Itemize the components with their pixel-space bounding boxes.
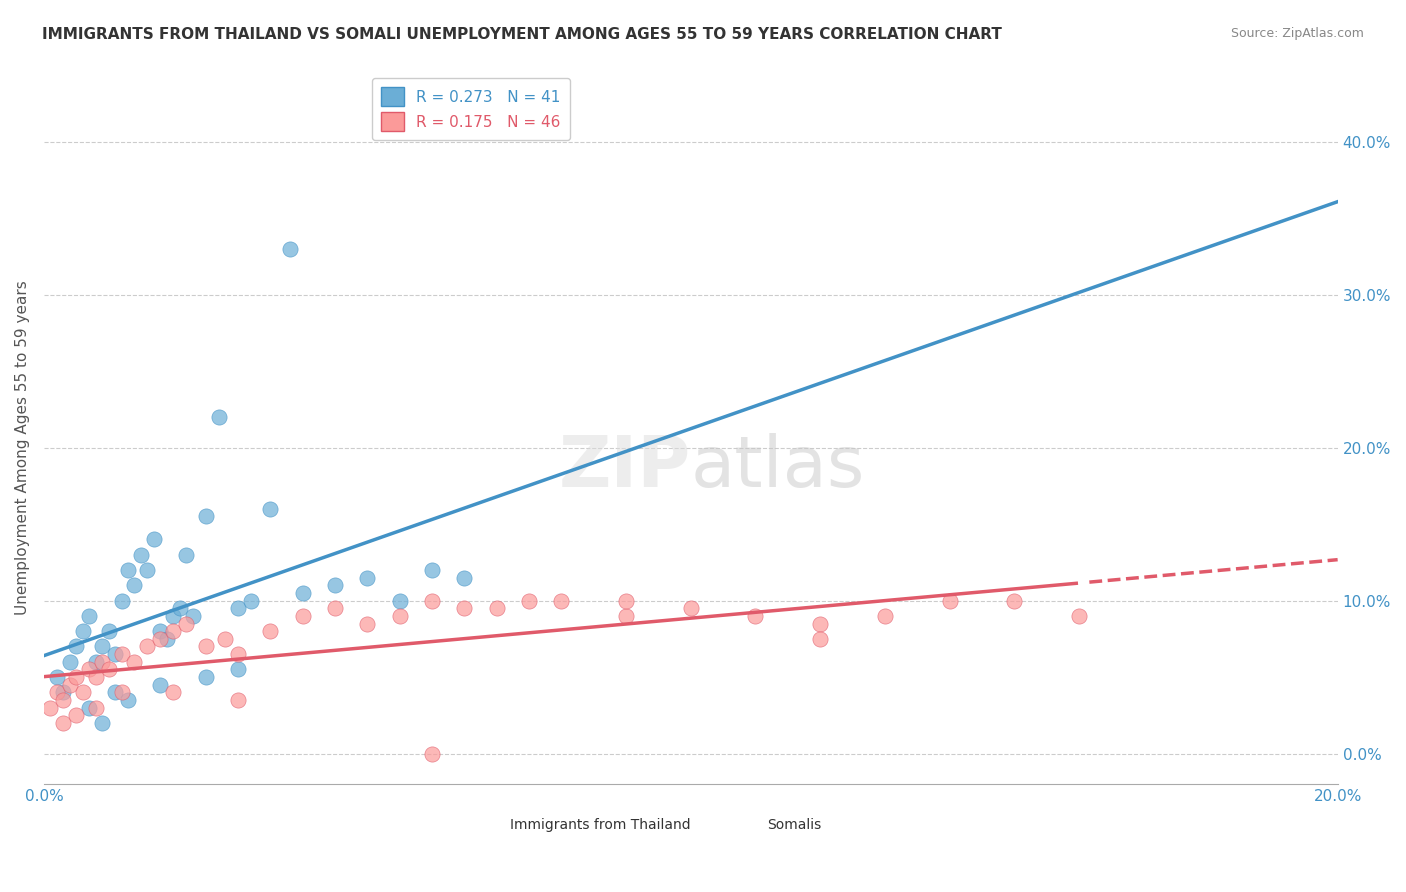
Point bbox=[45, 670, 67, 684]
Text: IMMIGRANTS FROM THAILAND VS SOMALI UNEMPLOYMENT AMONG AGES 55 TO 59 YEARS CORREL: IMMIGRANTS FROM THAILAND VS SOMALI UNEMP… bbox=[42, 27, 1002, 42]
Point bbox=[91, 716, 114, 731]
Point bbox=[124, 655, 146, 669]
Point bbox=[1002, 593, 1025, 607]
Point bbox=[453, 601, 475, 615]
Point bbox=[194, 670, 217, 684]
Point bbox=[323, 578, 346, 592]
Point bbox=[485, 601, 508, 615]
Point bbox=[156, 632, 179, 646]
Point bbox=[39, 700, 62, 714]
Y-axis label: Unemployment Among Ages 55 to 59 years: Unemployment Among Ages 55 to 59 years bbox=[15, 280, 30, 615]
Point bbox=[77, 662, 100, 676]
Point bbox=[52, 716, 75, 731]
Point bbox=[291, 586, 314, 600]
Point bbox=[679, 601, 702, 615]
Point bbox=[808, 616, 831, 631]
Point bbox=[744, 608, 766, 623]
Point bbox=[420, 563, 443, 577]
Point bbox=[91, 640, 114, 654]
Point bbox=[162, 624, 184, 639]
Point bbox=[356, 616, 378, 631]
Point bbox=[614, 608, 637, 623]
Point bbox=[226, 647, 249, 661]
FancyBboxPatch shape bbox=[737, 814, 762, 835]
Point bbox=[388, 608, 411, 623]
Point bbox=[873, 608, 896, 623]
Point bbox=[239, 593, 262, 607]
Point bbox=[174, 548, 197, 562]
Point bbox=[142, 533, 165, 547]
Point bbox=[226, 601, 249, 615]
Point bbox=[169, 601, 191, 615]
Text: atlas: atlas bbox=[690, 434, 865, 502]
Point bbox=[550, 593, 572, 607]
Point bbox=[614, 593, 637, 607]
Text: Immigrants from Thailand: Immigrants from Thailand bbox=[510, 818, 690, 831]
Point bbox=[129, 548, 152, 562]
Point bbox=[259, 624, 281, 639]
FancyBboxPatch shape bbox=[516, 814, 541, 835]
Point bbox=[110, 593, 132, 607]
Point bbox=[84, 700, 107, 714]
Point bbox=[356, 571, 378, 585]
Point bbox=[808, 632, 831, 646]
Point bbox=[97, 662, 120, 676]
Point bbox=[110, 647, 132, 661]
Point bbox=[52, 693, 75, 707]
Text: Somalis: Somalis bbox=[768, 818, 821, 831]
Point bbox=[174, 616, 197, 631]
Point bbox=[194, 509, 217, 524]
Text: ZIP: ZIP bbox=[558, 434, 690, 502]
Point bbox=[181, 608, 204, 623]
Point bbox=[45, 685, 67, 699]
Point bbox=[136, 640, 159, 654]
Point bbox=[84, 655, 107, 669]
Point bbox=[388, 593, 411, 607]
Point bbox=[65, 708, 87, 723]
Point bbox=[1067, 608, 1090, 623]
Point bbox=[97, 624, 120, 639]
Point bbox=[117, 563, 139, 577]
Point bbox=[65, 640, 87, 654]
Legend: R = 0.273   N = 41, R = 0.175   N = 46: R = 0.273 N = 41, R = 0.175 N = 46 bbox=[373, 78, 569, 140]
Point bbox=[59, 655, 82, 669]
Point bbox=[124, 578, 146, 592]
Point bbox=[938, 593, 960, 607]
Point bbox=[323, 601, 346, 615]
Point bbox=[104, 685, 127, 699]
Point bbox=[420, 593, 443, 607]
Point bbox=[91, 655, 114, 669]
Point bbox=[162, 608, 184, 623]
Point bbox=[517, 593, 540, 607]
Point bbox=[226, 693, 249, 707]
Point bbox=[149, 678, 172, 692]
Point bbox=[291, 608, 314, 623]
Point bbox=[110, 685, 132, 699]
Point bbox=[226, 662, 249, 676]
Point bbox=[104, 647, 127, 661]
Point bbox=[59, 678, 82, 692]
Point bbox=[214, 632, 236, 646]
Point bbox=[65, 670, 87, 684]
Point bbox=[259, 501, 281, 516]
Point bbox=[72, 685, 94, 699]
Point bbox=[420, 747, 443, 761]
Point bbox=[84, 670, 107, 684]
Point bbox=[149, 624, 172, 639]
Point bbox=[136, 563, 159, 577]
Point bbox=[194, 640, 217, 654]
Point bbox=[52, 685, 75, 699]
Point bbox=[149, 632, 172, 646]
Point bbox=[453, 571, 475, 585]
Point bbox=[72, 624, 94, 639]
Point bbox=[278, 242, 301, 256]
Point bbox=[77, 700, 100, 714]
Point bbox=[117, 693, 139, 707]
Point bbox=[162, 685, 184, 699]
Point bbox=[207, 409, 229, 424]
Text: Source: ZipAtlas.com: Source: ZipAtlas.com bbox=[1230, 27, 1364, 40]
Point bbox=[77, 608, 100, 623]
